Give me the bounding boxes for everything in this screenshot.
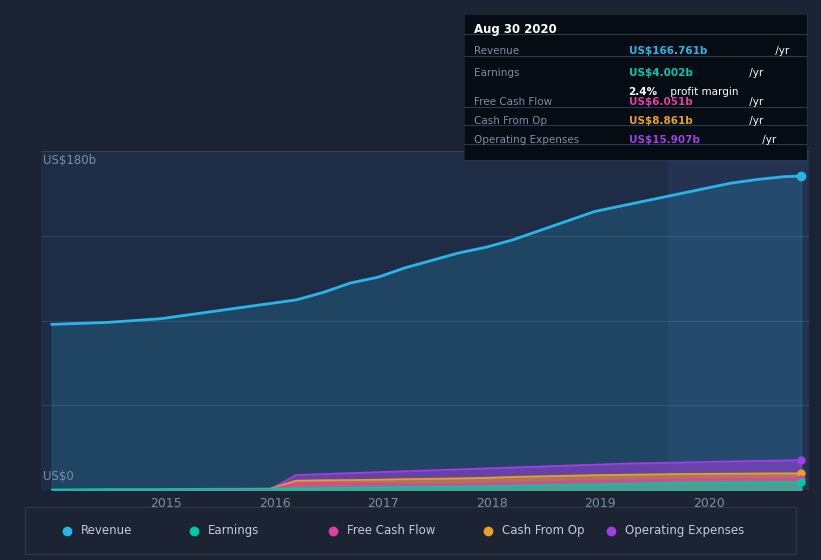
Text: Aug 30 2020: Aug 30 2020 <box>475 23 557 36</box>
Text: profit margin: profit margin <box>667 87 739 97</box>
Text: /yr: /yr <box>746 116 764 126</box>
Text: US$180b: US$180b <box>43 154 96 167</box>
Text: Revenue: Revenue <box>81 524 132 537</box>
Text: /yr: /yr <box>746 97 764 107</box>
Text: US$166.761b: US$166.761b <box>629 46 707 56</box>
Text: US$4.002b: US$4.002b <box>629 68 692 78</box>
Text: 2.4%: 2.4% <box>629 87 658 97</box>
Text: Free Cash Flow: Free Cash Flow <box>475 97 553 107</box>
Text: US$6.051b: US$6.051b <box>629 97 692 107</box>
Text: US$15.907b: US$15.907b <box>629 135 699 145</box>
Text: US$0: US$0 <box>43 470 73 483</box>
Bar <box>667 151 821 490</box>
Text: Cash From Op: Cash From Op <box>502 524 584 537</box>
Text: US$8.861b: US$8.861b <box>629 116 692 126</box>
Text: Operating Expenses: Operating Expenses <box>475 135 580 145</box>
Text: /yr: /yr <box>746 68 764 78</box>
Text: Cash From Op: Cash From Op <box>475 116 547 126</box>
Text: /yr: /yr <box>759 135 776 145</box>
Text: Free Cash Flow: Free Cash Flow <box>347 524 436 537</box>
Text: Earnings: Earnings <box>475 68 520 78</box>
Text: Revenue: Revenue <box>475 46 520 56</box>
Text: /yr: /yr <box>772 46 789 56</box>
Text: Operating Expenses: Operating Expenses <box>625 524 745 537</box>
Text: Earnings: Earnings <box>209 524 259 537</box>
